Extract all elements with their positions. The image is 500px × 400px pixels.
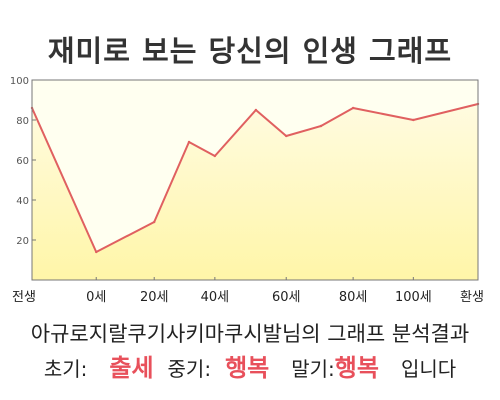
data-point-3 <box>153 220 156 224</box>
x-tick-label-2: 0세 <box>86 290 106 305</box>
plot-frame <box>31 79 479 281</box>
data-point-10 <box>412 118 415 122</box>
x-tick-label-7: 100세 <box>395 290 432 305</box>
data-point-2 <box>95 250 98 254</box>
data-point-4 <box>187 140 191 144</box>
result-suffix: 입니다 <box>400 357 457 381</box>
y-tick-label-60: 60 <box>16 156 29 167</box>
y-tick-label-80: 80 <box>16 116 29 127</box>
x-tick-label-8: 환생 <box>460 290 484 305</box>
y-tick-label-20: 20 <box>16 236 29 247</box>
mid-label: 중기: <box>167 357 212 381</box>
data-point-8 <box>319 124 323 128</box>
x-tick-label-6: 80세 <box>339 290 368 305</box>
data-point-7 <box>285 134 288 138</box>
chart-title: 재미로 보는 당신의 인생 그래프 <box>47 34 453 68</box>
late-label: 말기: <box>291 357 335 381</box>
data-point-9 <box>351 106 355 110</box>
data-point-5 <box>213 154 217 158</box>
result-summary: 초기: 출세 중기: 행복 말기:행복 입니다 <box>0 348 500 383</box>
early-label: 초기: <box>43 357 88 381</box>
data-point-6 <box>254 108 258 112</box>
y-tick-label-100: 100 <box>10 76 29 87</box>
area-fill <box>32 104 478 280</box>
y-tick-label-40: 40 <box>16 196 29 207</box>
analysis-caption: 아규로지랄쿠기사키마쿠시발님의 그래프 분석결과 <box>30 322 470 346</box>
x-tick-label-5: 60세 <box>272 290 301 305</box>
early-value: 출세 <box>109 354 154 382</box>
x-tick-label-4: 40세 <box>201 290 230 305</box>
x-tick-label-3: 20세 <box>140 290 169 305</box>
x-tick-label-1: 전생 <box>12 290 36 305</box>
late-value: 행복 <box>334 354 379 382</box>
mid-value: 행복 <box>225 354 270 382</box>
